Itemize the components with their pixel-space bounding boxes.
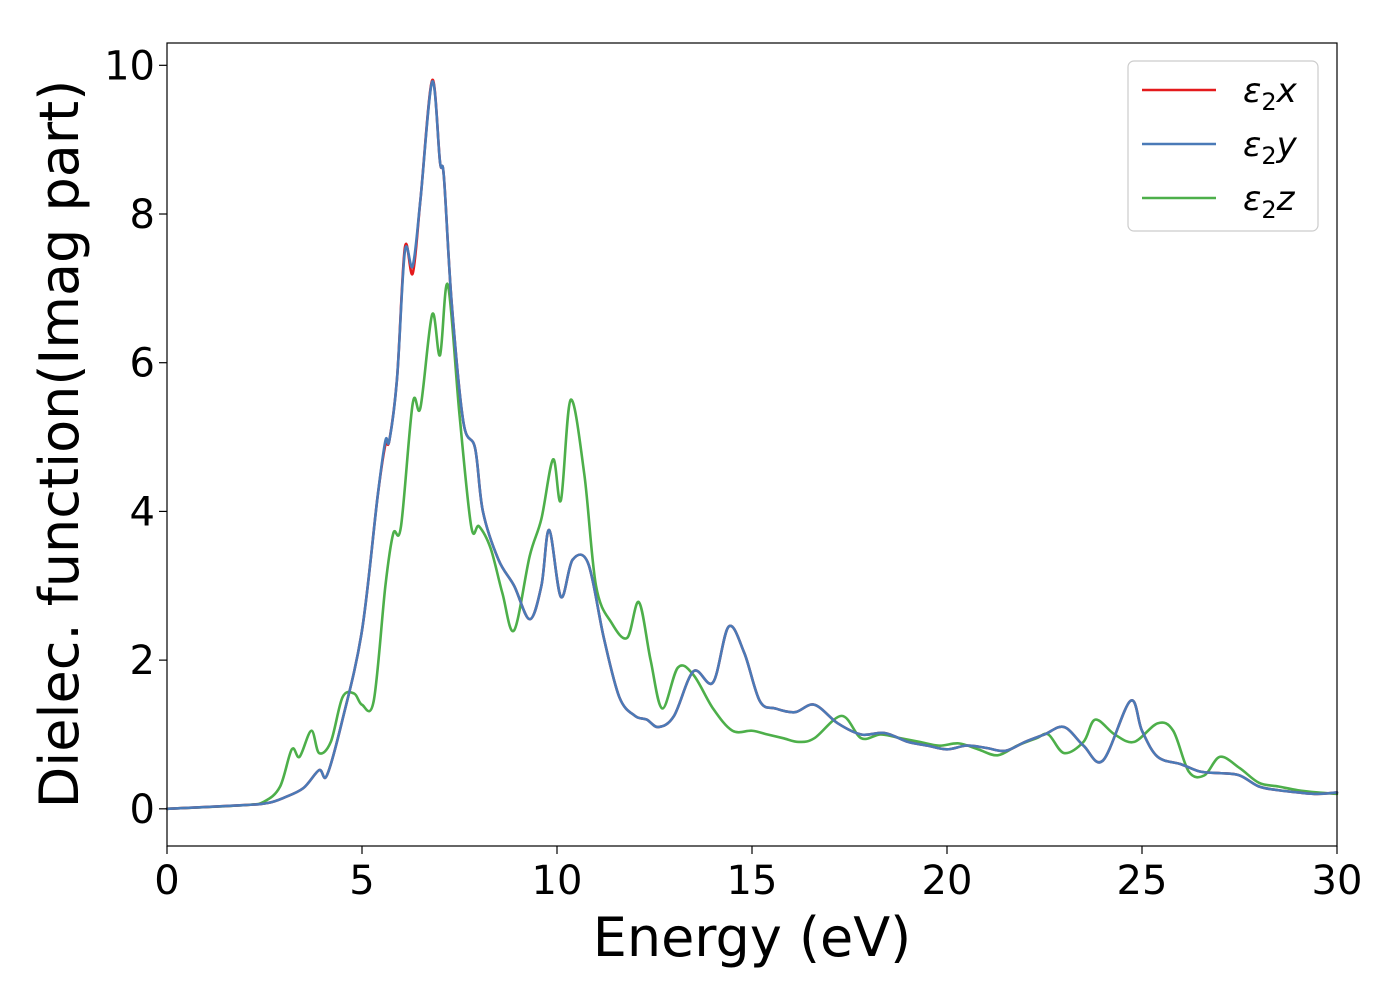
y-tick-label: 10 — [104, 43, 155, 89]
legend-label-x: ε2x — [1243, 71, 1298, 116]
x-tick-label: 10 — [532, 858, 583, 904]
x-tick-label: 20 — [922, 858, 973, 904]
x-axis-title: Energy (eV) — [593, 906, 912, 969]
series-line-y — [165, 80, 1339, 811]
x-tick-label: 15 — [727, 858, 778, 904]
x-tick-label: 5 — [349, 858, 374, 904]
series-layer — [165, 78, 1339, 811]
legend-label-z: ε2z — [1243, 179, 1296, 224]
x-axis-ticks: 0 5 10 15 20 25 30 — [154, 846, 1362, 904]
y-axis-ticks: 0 2 4 6 8 10 — [104, 43, 167, 833]
legend: ε2x ε2y ε2z — [1127, 60, 1319, 232]
x-tick-label: 25 — [1117, 858, 1168, 904]
x-tick-label: 0 — [154, 858, 179, 904]
y-tick-label: 4 — [130, 489, 155, 535]
series-line-z — [165, 282, 1339, 811]
y-tick-label: 2 — [130, 638, 155, 684]
y-axis-title: Dielec. function(Imag part) — [28, 80, 91, 809]
y-tick-label: 0 — [130, 787, 155, 833]
y-tick-label: 8 — [130, 192, 155, 238]
legend-label-y: ε2y — [1243, 125, 1298, 170]
legend-box — [1127, 60, 1319, 232]
y-tick-label: 6 — [130, 341, 155, 387]
x-tick-label: 30 — [1312, 858, 1363, 904]
